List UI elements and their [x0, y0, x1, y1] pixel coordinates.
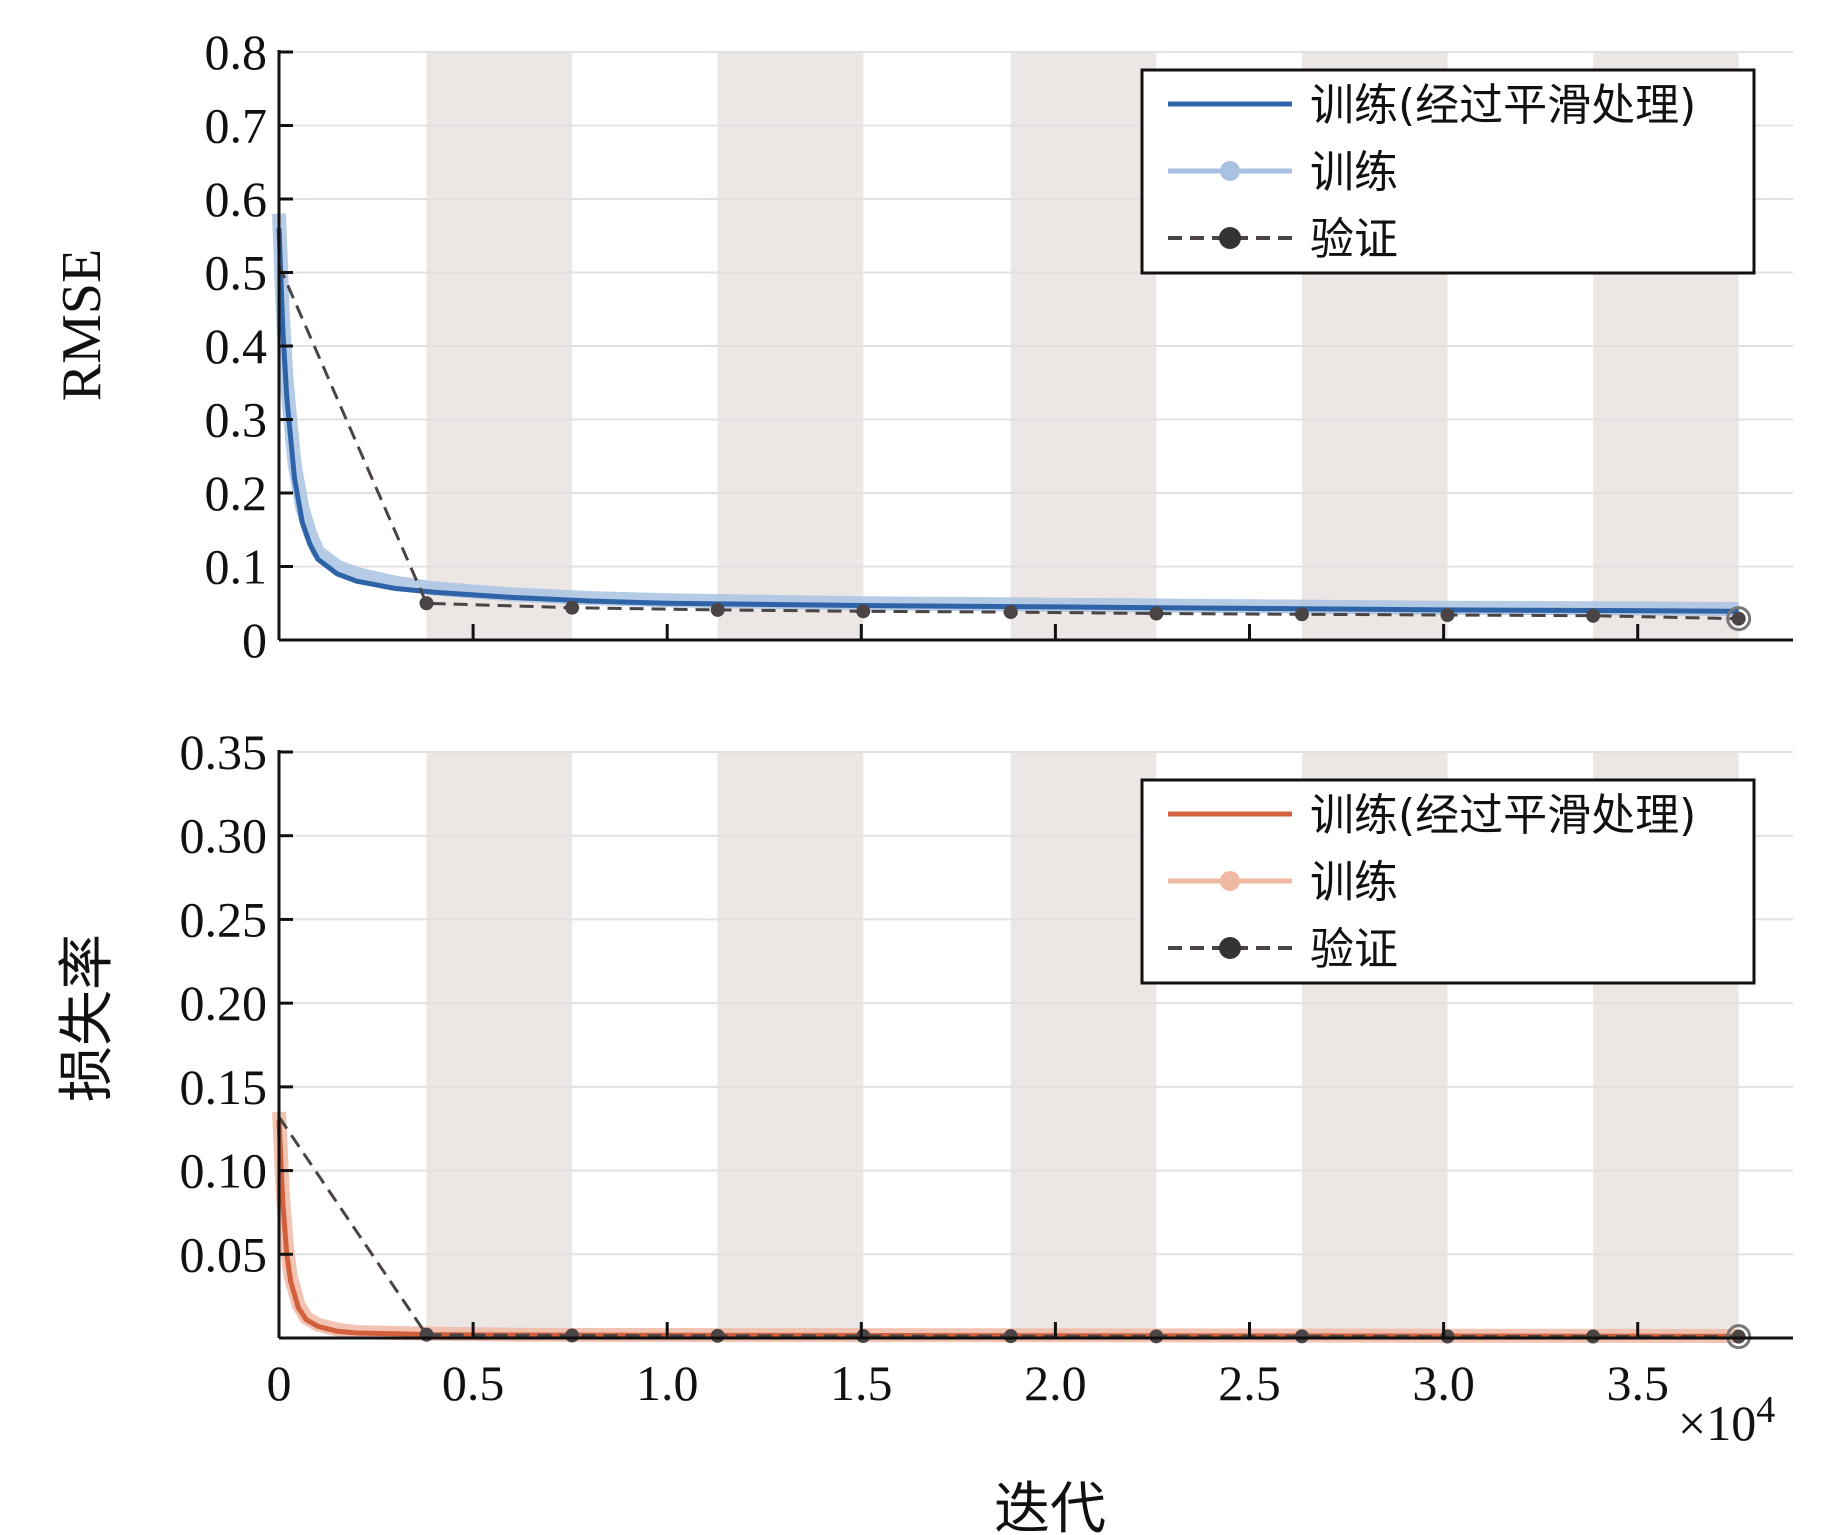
loss-y-tick-label: 0.30 — [180, 808, 268, 864]
x-tick-label: 2.5 — [1218, 1355, 1281, 1411]
loss-validation-point — [856, 1328, 871, 1343]
x-tick-label: 1.5 — [830, 1355, 893, 1411]
loss-axes — [277, 750, 1793, 1340]
rmse-validation-point — [1003, 605, 1018, 620]
rmse-y-tick-label: 0.1 — [205, 539, 268, 595]
rmse-validation-point — [1440, 608, 1455, 623]
x-tick-labels: 0 0.5 1.0 1.5 2.0 2.5 3.0 3.5 — [267, 1355, 1669, 1411]
loss-validation-point — [710, 1328, 725, 1343]
loss-y-tick-label: 0.20 — [180, 975, 268, 1031]
loss-y-axis-title: 损失率 — [55, 934, 120, 1102]
rmse-y-tick-label: 0.5 — [205, 245, 268, 301]
rmse-x-ticks — [471, 624, 1640, 640]
loss-validation-point — [1003, 1329, 1018, 1344]
rmse-legend-raw-marker — [1220, 161, 1240, 181]
loss-y-ticks: 0.05 0.10 0.15 0.20 0.25 0.30 0.35 — [180, 724, 293, 1282]
rmse-y-tick-label: 0.4 — [205, 318, 268, 374]
rmse-y-tick-label: 0.3 — [205, 392, 268, 448]
rmse-legend-label: 验证 — [1310, 214, 1398, 265]
loss-y-tick-label: 0.15 — [180, 1059, 268, 1115]
rmse-legend-validation-marker — [1219, 227, 1241, 249]
loss-validation-point — [1586, 1329, 1601, 1344]
loss-y-tick-label: 0.10 — [180, 1143, 268, 1199]
rmse-y-ticks: 0 0.1 0.2 0.3 0.4 0.5 0.6 0.7 0.8 — [205, 24, 293, 668]
rmse-validation-point — [1586, 608, 1601, 623]
loss-validation-point — [1294, 1329, 1309, 1344]
rmse-y-tick-label: 0.8 — [205, 24, 268, 80]
loss-validation-point — [419, 1327, 434, 1342]
rmse-series — [272, 213, 1752, 632]
loss-epoch-band — [717, 752, 864, 1338]
rmse-validation-point — [1294, 607, 1309, 622]
rmse-validation-point — [565, 600, 580, 615]
loss-validation-point — [1149, 1329, 1164, 1344]
loss-legend-label: 训练 — [1310, 857, 1398, 908]
loss-legend-raw-marker — [1220, 871, 1240, 891]
rmse-y-tick-label: 0.6 — [205, 171, 268, 227]
rmse-validation-point — [419, 596, 434, 611]
rmse-legend-label: 训练(经过平滑处理) — [1310, 80, 1696, 131]
rmse-validation-point — [710, 602, 725, 617]
rmse-legend-label: 训练 — [1310, 147, 1398, 198]
loss-legend-label: 验证 — [1310, 924, 1398, 975]
rmse-y-tick-label: 0.7 — [205, 98, 268, 154]
loss-panel: 0.05 0.10 0.15 0.20 0.25 0.30 0.35 损失率 训练(经过平滑… — [55, 724, 1793, 1350]
rmse-y-tick-label: 0.2 — [205, 465, 268, 521]
rmse-panel: 0 0.1 0.2 0.3 0.4 0.5 0.6 0.7 0.8 RMSE 训练(经过平滑处理… — [51, 24, 1793, 668]
x-tick-label: 3.5 — [1606, 1355, 1669, 1411]
x-multiplier: ×104 — [1678, 1389, 1775, 1451]
x-tick-label: 0 — [267, 1355, 292, 1411]
rmse-y-axis-title: RMSE — [51, 249, 113, 402]
x-tick-label: 1.0 — [636, 1355, 699, 1411]
rmse-final-point-marker — [1726, 606, 1752, 632]
rmse-train-smoothed-line — [276, 228, 1739, 614]
loss-y-tick-label: 0.35 — [180, 724, 268, 780]
loss-validation-point — [565, 1328, 580, 1343]
loss-x-ticks — [471, 1322, 1640, 1338]
rmse-validation-point — [1149, 606, 1164, 621]
rmse-validation-point — [856, 604, 871, 619]
x-tick-label: 0.5 — [442, 1355, 505, 1411]
x-tick-label: 2.0 — [1024, 1355, 1087, 1411]
rmse-validation-point — [1731, 611, 1746, 626]
rmse-y-tick-label: 0 — [242, 612, 267, 668]
loss-legend-label: 训练(经过平滑处理) — [1310, 790, 1696, 841]
loss-y-tick-label: 0.05 — [180, 1226, 268, 1282]
loss-legend-validation-marker — [1219, 937, 1241, 959]
x-tick-label: 3.0 — [1412, 1355, 1475, 1411]
loss-epoch-band — [426, 752, 573, 1338]
loss-epoch-band — [1010, 752, 1157, 1338]
x-axis-title: 迭代 — [994, 1477, 1106, 1535]
loss-y-tick-label: 0.25 — [180, 891, 268, 947]
